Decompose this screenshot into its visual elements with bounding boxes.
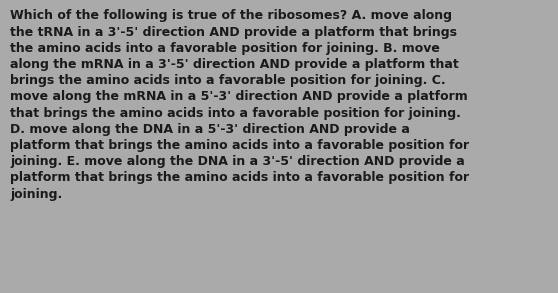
- Text: Which of the following is true of the ribosomes? A. move along
the tRNA in a 3'-: Which of the following is true of the ri…: [10, 9, 469, 201]
